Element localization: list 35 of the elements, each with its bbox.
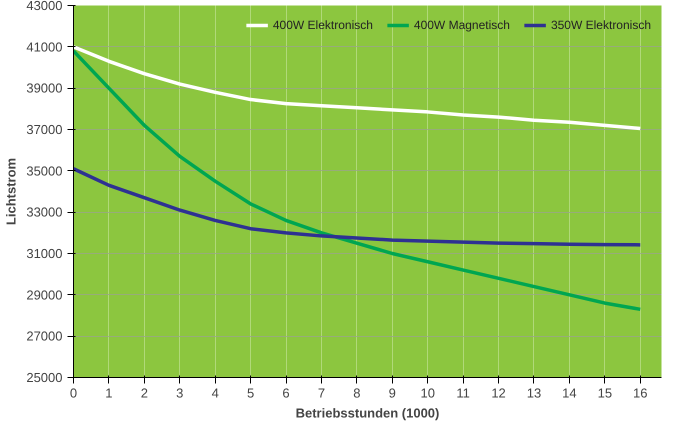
y-tick-label: 31000 xyxy=(26,246,63,261)
x-tick-label: 12 xyxy=(491,386,506,400)
y-tick-label: 39000 xyxy=(26,80,63,96)
x-tick-label: 6 xyxy=(282,386,290,400)
y-tick-label: 35000 xyxy=(26,163,63,178)
x-tick-label: 1 xyxy=(105,386,113,400)
x-axis-title: Betriebsstunden (1000) xyxy=(296,406,440,420)
y-tick-label: 43000 xyxy=(26,0,63,13)
x-tick-label: 10 xyxy=(420,386,435,400)
line-series xyxy=(74,167,642,247)
line-series xyxy=(74,45,642,130)
x-tick-label: 3 xyxy=(176,386,184,400)
x-tick-label: 11 xyxy=(456,386,470,400)
y-tick-label: 37000 xyxy=(26,122,63,137)
y-tick-label: 29000 xyxy=(26,287,63,302)
x-tick-label: 14 xyxy=(562,386,577,400)
x-tick-label: 4 xyxy=(212,386,219,400)
x-tick-label: 2 xyxy=(140,386,148,400)
line-series xyxy=(74,49,642,312)
legend-label: 400W Magnetisch xyxy=(414,18,510,32)
legend-label: 350W Elektronisch xyxy=(550,18,651,32)
y-tick-label: 25000 xyxy=(26,370,63,385)
y-tick-label: 41000 xyxy=(26,39,63,54)
legend-label: 400W Elektronisch xyxy=(272,18,373,32)
x-tick-label: 7 xyxy=(318,386,326,400)
x-tick-label: 0 xyxy=(70,386,78,400)
x-tick-label: 15 xyxy=(598,386,612,400)
y-tick-label: 33000 xyxy=(26,204,63,220)
y-axis-title: Lichtstrom xyxy=(3,158,18,226)
y-tick-label: 27000 xyxy=(26,328,63,344)
x-tick-label: 5 xyxy=(246,386,254,400)
x-tick-label: 8 xyxy=(353,386,360,400)
x-tick-label: 16 xyxy=(633,386,648,400)
x-tick-label: 13 xyxy=(526,386,542,400)
x-tick-label: 9 xyxy=(388,386,396,400)
